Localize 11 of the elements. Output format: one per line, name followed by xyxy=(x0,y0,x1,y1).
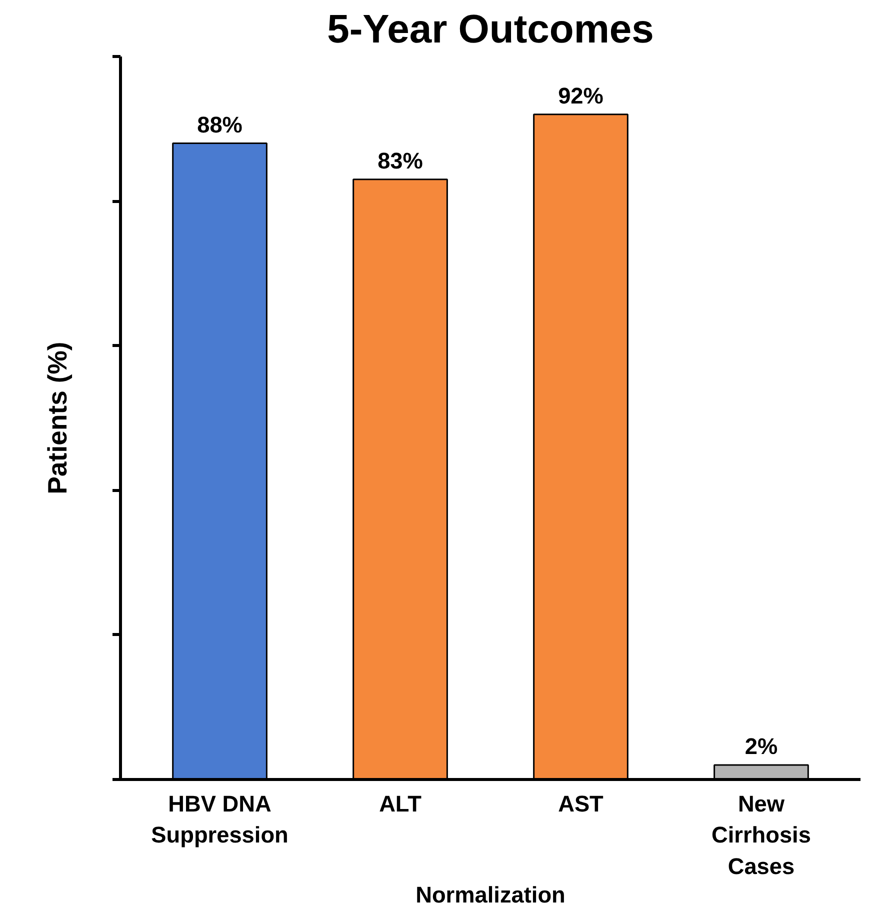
data-label: 83% xyxy=(378,147,423,174)
data-label: 92% xyxy=(558,82,604,108)
x-tick-label: ALT xyxy=(379,790,422,816)
x-tick-label: HBV DNA Suppression xyxy=(151,790,288,848)
x-tick-label: AST xyxy=(558,790,604,816)
y-axis-title: Patients (%) xyxy=(42,342,72,494)
data-label: 2% xyxy=(744,733,778,760)
x-tick-label: New Cirrhosis Cases xyxy=(712,790,811,879)
text: Normalization xyxy=(416,882,566,908)
chart-title: 5-Year Outcomes xyxy=(327,8,654,52)
data-label: 88% xyxy=(197,111,242,138)
